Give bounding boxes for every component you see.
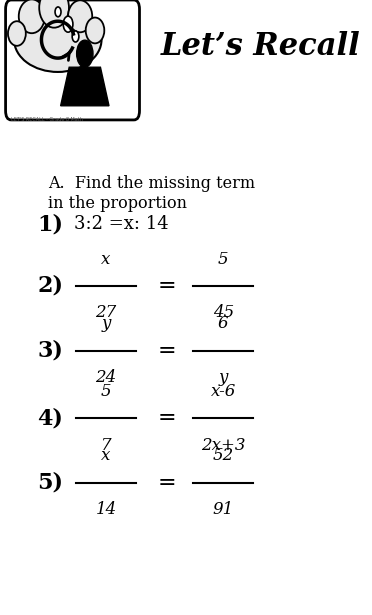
Circle shape bbox=[55, 7, 61, 17]
Ellipse shape bbox=[14, 7, 102, 72]
Text: 6: 6 bbox=[218, 315, 228, 332]
Text: 5: 5 bbox=[101, 383, 111, 400]
Text: 2x+3: 2x+3 bbox=[201, 437, 246, 454]
Text: 2): 2) bbox=[37, 275, 63, 297]
Text: 24: 24 bbox=[95, 369, 117, 386]
Text: 14: 14 bbox=[95, 501, 117, 518]
Ellipse shape bbox=[39, 0, 69, 28]
Ellipse shape bbox=[68, 1, 92, 32]
Text: 45: 45 bbox=[212, 304, 234, 322]
Text: y: y bbox=[101, 315, 111, 332]
Text: Let’s Recall: Let’s Recall bbox=[161, 31, 360, 62]
Text: 1): 1) bbox=[37, 213, 63, 236]
Ellipse shape bbox=[19, 0, 45, 33]
FancyBboxPatch shape bbox=[6, 0, 140, 120]
Text: 52: 52 bbox=[212, 447, 234, 464]
Text: =: = bbox=[158, 407, 177, 429]
Text: x: x bbox=[101, 250, 111, 268]
Text: =: = bbox=[158, 472, 177, 494]
Circle shape bbox=[72, 31, 79, 42]
Text: =: = bbox=[158, 275, 177, 297]
Text: 3): 3) bbox=[37, 339, 63, 362]
Text: 3:2 =x: 14: 3:2 =x: 14 bbox=[74, 215, 169, 234]
Text: LET'S RECALL - Grade 8 Math: LET'S RECALL - Grade 8 Math bbox=[11, 117, 83, 122]
Circle shape bbox=[63, 16, 73, 32]
Polygon shape bbox=[61, 67, 109, 106]
Text: 5): 5) bbox=[37, 472, 63, 494]
Text: 91: 91 bbox=[212, 501, 234, 518]
Circle shape bbox=[77, 40, 93, 67]
Text: 27: 27 bbox=[95, 304, 117, 322]
Text: 5: 5 bbox=[218, 250, 228, 268]
Text: 7: 7 bbox=[101, 437, 111, 454]
Text: y: y bbox=[218, 369, 228, 386]
Text: =: = bbox=[158, 339, 177, 362]
Ellipse shape bbox=[8, 22, 26, 46]
Text: x-6: x-6 bbox=[211, 383, 236, 400]
Text: x: x bbox=[101, 447, 111, 464]
Text: A.  Find the missing term
in the proportion: A. Find the missing term in the proporti… bbox=[48, 175, 256, 212]
Text: 4): 4) bbox=[37, 407, 63, 429]
Ellipse shape bbox=[86, 18, 104, 43]
